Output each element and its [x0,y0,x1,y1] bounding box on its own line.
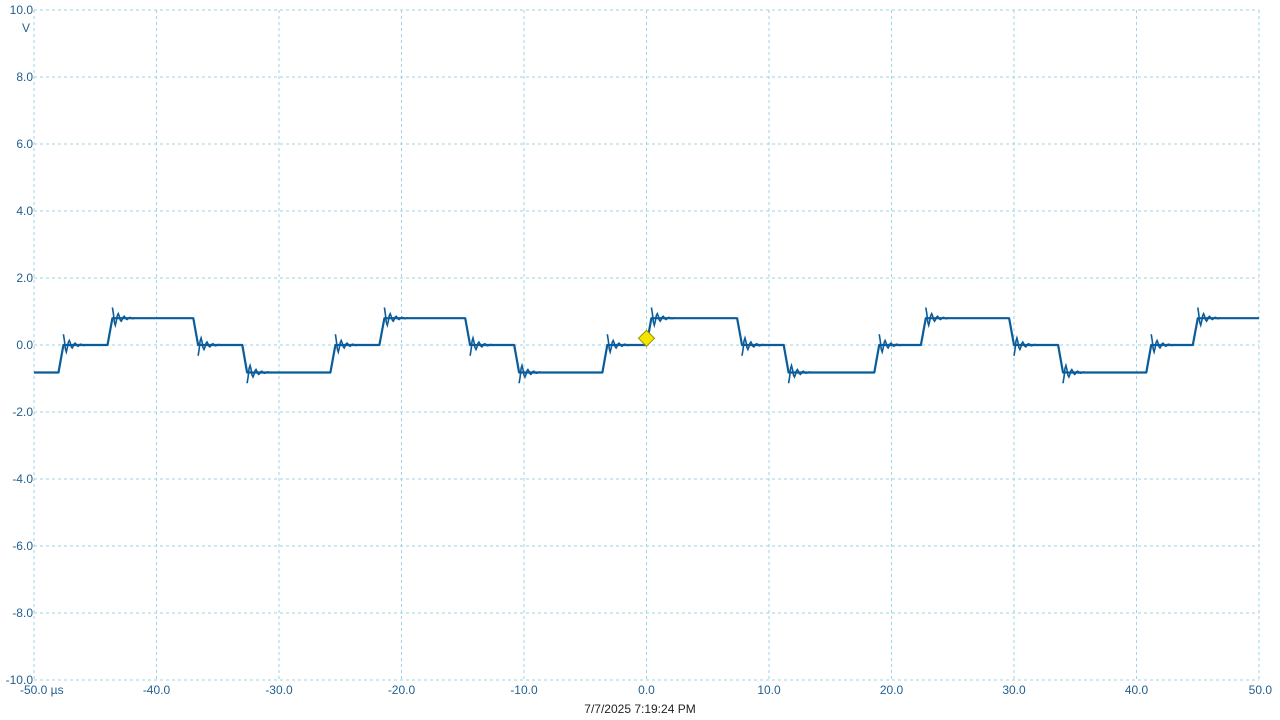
y-tick-label: 10.0 [10,3,34,17]
ringing-segment [878,334,903,355]
y-tick-label: 4.0 [16,204,33,218]
ringing-segment [606,334,631,356]
y-tick-label: -4.0 [12,472,33,486]
ringing-segment [1197,307,1222,329]
ringing-segment [111,307,136,329]
x-tick-label: -20.0 [388,683,416,697]
x-tick-label: 20.0 [880,683,904,697]
x-tick-label: 30.0 [1002,683,1026,697]
x-tick-label: -30.0 [265,683,293,697]
trace-layer [34,307,1259,384]
x-tick-label: 10.0 [757,683,781,697]
x-tick-label: 0.0 [638,683,655,697]
ringing-segment [1150,334,1175,356]
trigger-marker-icon[interactable] [637,329,656,348]
ringing-segment [383,307,408,329]
grid [33,9,1260,681]
capture-timestamp: 7/7/2025 7:19:24 PM [584,702,696,716]
ringing-segment [1013,334,1038,356]
y-tick-label: 8.0 [16,70,33,84]
x-tick-label: -40.0 [143,683,171,697]
ringing-segment [246,362,271,384]
y-tick-label: 2.0 [16,271,33,285]
ringing-segment [62,334,87,356]
ringing-segment [787,362,813,384]
y-tick-label: 0.0 [16,338,33,352]
x-tick-label: 50.0 [1249,683,1273,697]
y-tick-label: -8.0 [12,606,33,620]
ringing-segment [650,307,675,329]
x-tick-label: -50.0 µs [20,683,64,697]
y-tick-label: -6.0 [12,539,33,553]
y-tick-label: 6.0 [16,137,33,151]
y-tick-label: -2.0 [12,405,33,419]
ringing-segment [518,362,543,384]
x-tick-label: 40.0 [1125,683,1149,697]
trigger-layer [637,329,656,348]
y-unit-label: V [22,21,30,35]
ringing-segment [925,307,950,329]
y-axis-ticks: 10.0 8.0 6.0 4.0 2.0 0.0 -2.0 -4.0 -6.0 -8.0 -10.0 [6,3,34,687]
ringing-segment [469,334,494,356]
x-tick-label: -10.0 [510,683,538,697]
ringing-segment [197,335,222,356]
ringing-segment [741,335,766,356]
x-axis-ticks: -50.0 µs -40.0 -30.0 -20.0 -10.0 0.0 10.0 20.0 3… [20,683,1272,697]
y-tick-label: -10.0 [6,673,34,687]
ringing-segment [1062,362,1087,384]
ringing-segment [334,334,359,355]
